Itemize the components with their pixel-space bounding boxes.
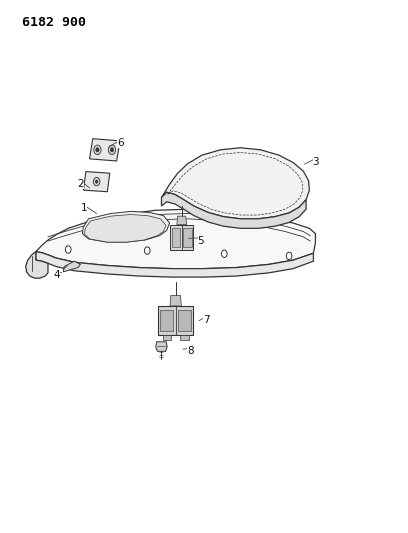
Polygon shape (170, 295, 181, 306)
Polygon shape (26, 252, 48, 278)
Circle shape (96, 148, 99, 152)
Polygon shape (162, 148, 309, 219)
Circle shape (111, 148, 114, 152)
Polygon shape (180, 335, 188, 341)
Polygon shape (156, 342, 167, 351)
Circle shape (94, 145, 101, 155)
Polygon shape (84, 215, 166, 242)
Text: 3: 3 (313, 157, 319, 166)
Polygon shape (183, 228, 192, 247)
Polygon shape (82, 212, 170, 242)
Polygon shape (89, 139, 120, 161)
Circle shape (93, 177, 100, 186)
Circle shape (65, 246, 71, 253)
Polygon shape (158, 306, 193, 335)
Circle shape (222, 250, 227, 257)
Polygon shape (63, 261, 80, 272)
Circle shape (144, 247, 150, 254)
Circle shape (95, 180, 98, 183)
Polygon shape (177, 216, 186, 224)
Text: 1: 1 (80, 203, 87, 213)
Circle shape (109, 145, 115, 155)
Polygon shape (162, 192, 306, 228)
Polygon shape (36, 209, 315, 269)
Polygon shape (36, 252, 313, 277)
Polygon shape (160, 310, 173, 332)
Polygon shape (172, 228, 180, 247)
Text: 6: 6 (117, 139, 124, 149)
Polygon shape (163, 335, 171, 341)
Circle shape (286, 252, 292, 260)
Polygon shape (178, 310, 191, 332)
Text: 7: 7 (203, 314, 210, 325)
Polygon shape (84, 172, 110, 192)
Text: 5: 5 (197, 236, 204, 246)
Text: 4: 4 (53, 270, 60, 280)
Text: 6182 900: 6182 900 (22, 16, 86, 29)
Polygon shape (170, 224, 193, 250)
Text: 2: 2 (78, 179, 84, 189)
Text: 8: 8 (187, 346, 194, 357)
